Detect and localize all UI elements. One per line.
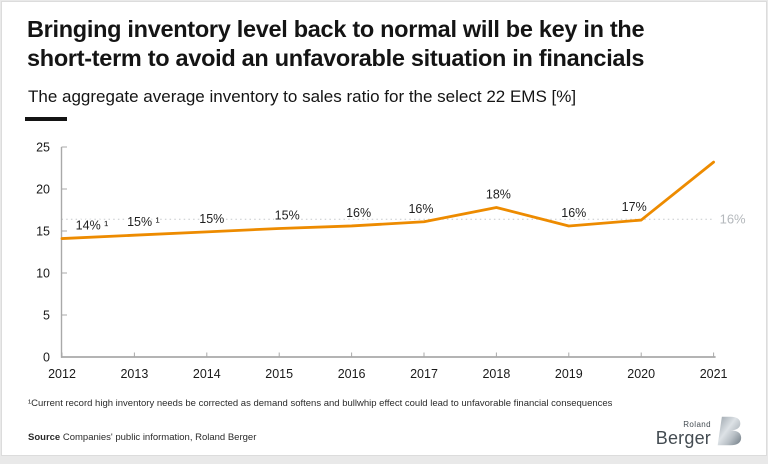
x-axis-tick-label: 2017 [410, 367, 438, 381]
data-point-label: 16% [561, 206, 586, 220]
x-axis-tick-label: 2013 [120, 367, 148, 381]
chart-canvas: 16% 0 5 10 15 20 25 2012 2013 2014 2015 2016 2017 201… [36, 141, 746, 382]
y-axis-tick-label: 0 [43, 351, 50, 365]
line-chart: 16% 0 5 10 15 20 25 2012 2013 2014 2015 2016 2017 201… [2, 137, 768, 395]
y-axis-tick-label: 10 [36, 267, 50, 281]
data-point-label: 16% [346, 206, 371, 220]
roland-berger-b-icon [717, 416, 742, 446]
x-axis-tick-label: 2015 [265, 367, 293, 381]
reference-line-label: 16% [720, 212, 746, 227]
title-line-2: short-term to avoid an unfavorable situa… [27, 45, 645, 71]
accent-dash [25, 117, 67, 121]
title-line-1: Bringing inventory level back to normal … [27, 16, 645, 42]
logo-text-berger: Berger [655, 428, 711, 448]
source-text: Companies' public information, Roland Be… [60, 432, 257, 443]
page-title: Bringing inventory level back to normal … [27, 15, 747, 73]
footnote: ¹Current record high inventory needs be … [28, 398, 613, 409]
slide: Bringing inventory level back to normal … [1, 1, 767, 456]
data-point-label: 15% [275, 208, 300, 222]
data-point-label: 16% [408, 202, 433, 216]
data-point-label: 17% [622, 200, 647, 214]
x-axis-tick-label: 2016 [338, 367, 366, 381]
y-axis-tick-label: 15 [36, 225, 50, 239]
x-axis-tick-label: 2012 [48, 367, 76, 381]
data-point-label: 15% [199, 212, 224, 226]
roland-berger-logo: Roland Berger [656, 415, 742, 447]
source-line: Source Companies' public information, Ro… [28, 432, 548, 443]
y-axis-tick-label: 5 [43, 309, 50, 323]
x-axis-tick-label: 2021 [700, 367, 728, 381]
data-point-label: 15% ¹ [127, 215, 160, 229]
trend-line [60, 160, 715, 240]
data-point-label: 18% [486, 187, 511, 201]
x-axis-tick-label: 2014 [193, 367, 221, 381]
data-point-label: 14% ¹ [76, 219, 109, 233]
logo-text: Roland Berger [656, 420, 711, 447]
x-axis-tick-label: 2020 [627, 367, 655, 381]
x-axis-tick-label: 2019 [555, 367, 583, 381]
x-axis-tick-label: 2018 [482, 367, 510, 381]
chart-subtitle: The aggregate average inventory to sales… [28, 87, 577, 106]
logo-text-roland: Roland [683, 420, 711, 429]
y-axis-tick-label: 25 [36, 141, 50, 155]
y-axis-tick-label: 20 [36, 183, 50, 197]
source-label: Source [28, 432, 61, 443]
